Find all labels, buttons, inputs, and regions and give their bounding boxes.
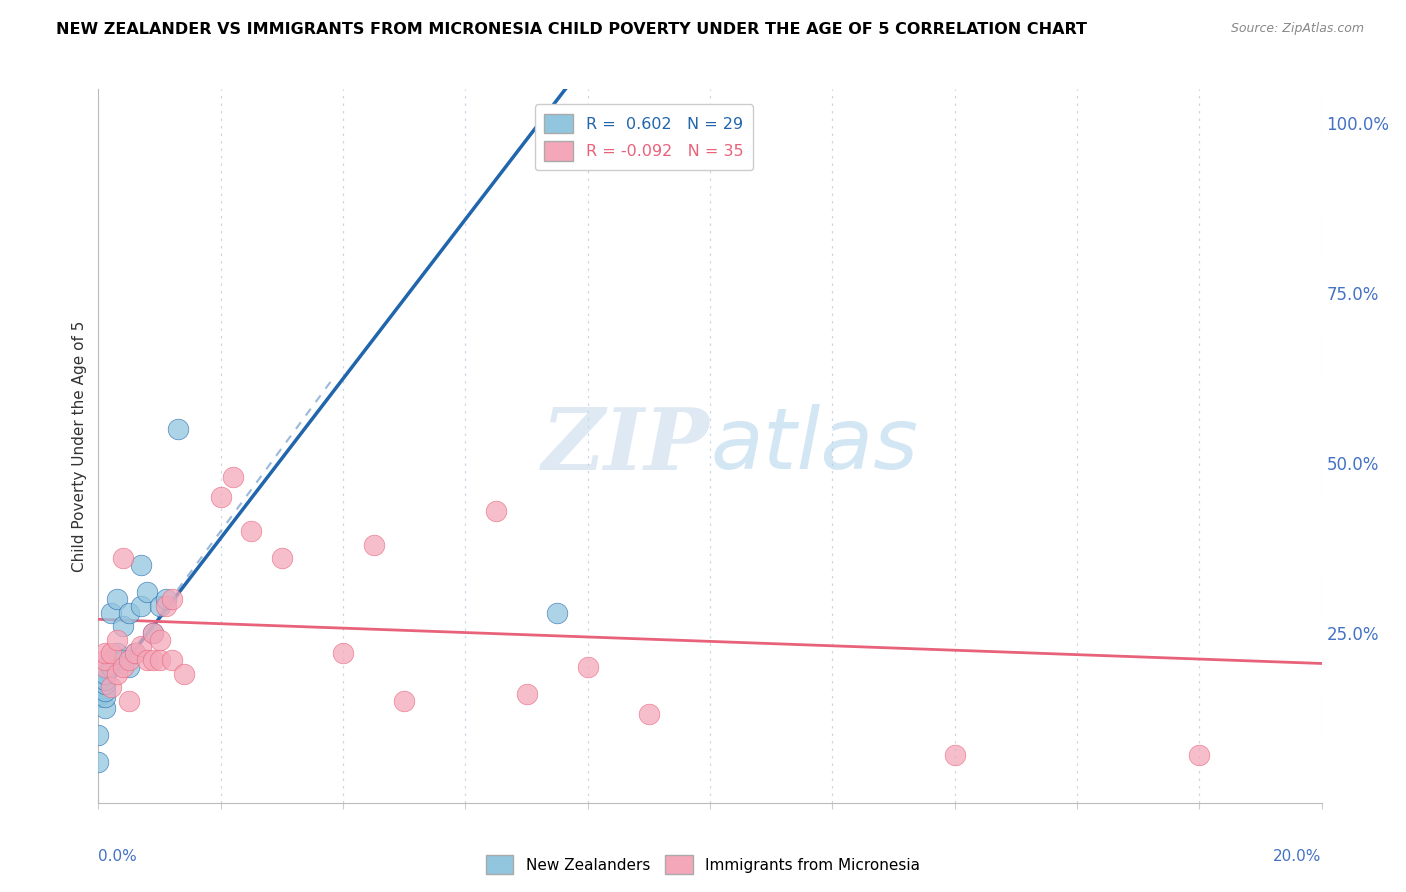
Point [111,551,134,566]
Point [111,660,134,674]
Point [118,660,141,674]
Point [93,690,115,705]
Point [142,626,165,640]
Point [93,683,115,698]
Point [87,670,110,684]
Point [93,673,115,688]
Text: Source: ZipAtlas.com: Source: ZipAtlas.com [1230,22,1364,36]
Point [136,653,159,667]
Point [111,619,134,633]
Point [363,537,385,551]
Point [100,660,122,674]
Point [87,690,110,705]
Point [160,591,183,606]
Point [270,551,292,566]
Point [149,599,172,613]
Point [87,728,110,742]
Point [93,700,115,714]
Point [118,606,141,620]
Point [173,666,195,681]
Point [93,677,115,691]
Text: ZIP: ZIP [543,404,710,488]
Point [124,646,146,660]
Point [129,599,152,613]
Point [160,653,183,667]
Legend: New Zealanders, Immigrants from Micronesia: New Zealanders, Immigrants from Micrones… [479,849,927,880]
Point [100,680,122,694]
Point [105,632,128,647]
Point [93,666,115,681]
Point [93,646,115,660]
Point [129,640,152,654]
Point [149,632,172,647]
Text: atlas: atlas [710,404,918,488]
Point [100,606,122,620]
Text: NEW ZEALANDER VS IMMIGRANTS FROM MICRONESIA CHILD POVERTY UNDER THE AGE OF 5 COR: NEW ZEALANDER VS IMMIGRANTS FROM MICRONE… [56,22,1087,37]
Point [124,646,146,660]
Point [332,646,354,660]
Point [142,653,165,667]
Point [100,653,122,667]
Point [167,422,190,436]
Point [516,687,538,701]
Point [485,503,508,517]
Point [637,707,661,722]
Point [576,660,599,674]
Point [93,653,115,667]
Point [546,606,568,620]
Point [155,591,177,606]
Point [222,469,245,483]
Point [149,653,172,667]
Point [240,524,263,538]
Point [100,646,122,660]
Point [209,490,232,504]
Point [93,660,115,674]
Text: 20.0%: 20.0% [1274,849,1322,864]
Point [142,626,165,640]
Point [129,558,152,572]
Point [155,599,177,613]
Point [118,653,141,667]
Point [105,591,128,606]
Point [87,755,110,769]
Point [1188,748,1211,763]
Point [111,653,134,667]
Point [136,585,159,599]
Legend: R =  0.602   N = 29, R = -0.092   N = 35: R = 0.602 N = 29, R = -0.092 N = 35 [534,104,752,170]
Point [105,646,128,660]
Point [105,666,128,681]
Point [118,694,141,708]
Point [392,694,416,708]
Point [943,748,966,763]
Y-axis label: Child Poverty Under the Age of 5: Child Poverty Under the Age of 5 [72,320,87,572]
Text: 0.0%: 0.0% [98,849,138,864]
Point [87,687,110,701]
